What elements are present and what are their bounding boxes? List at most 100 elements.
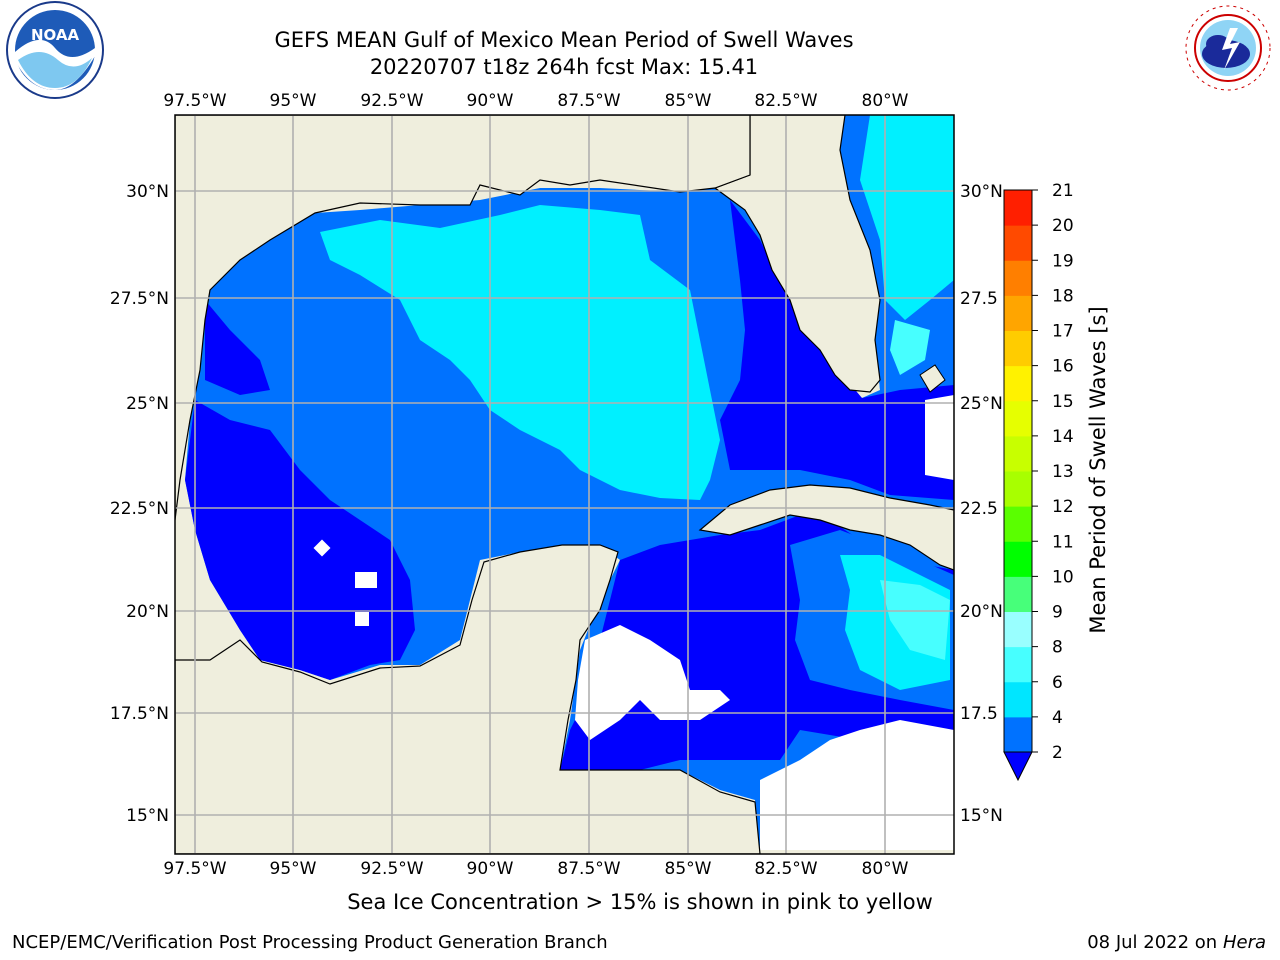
atlantic-light [890,320,930,375]
colorbar-segment [1004,190,1032,226]
gulf-water-deep-west [185,400,415,680]
lat-label-left: 20°N [126,602,169,622]
colorbar-segment [1004,260,1032,296]
nodata-bahamas [925,395,954,480]
map-gridlines [175,115,954,854]
lon-label-bottom: 90°W [467,859,514,879]
lon-label-top: 97.5°W [163,91,226,111]
lat-label-left: 17.5°N [110,704,169,724]
nodata-spot-3 [313,539,331,557]
colorbar-tick-label: 16 [1052,357,1074,377]
lon-label-top: 82.5°W [754,91,817,111]
land-cuba [698,484,954,571]
lat-label-left: 27.5°N [110,289,169,309]
colorbar-segment [1004,295,1032,331]
colorbar-segment [1004,330,1032,367]
colorbar-segment [1004,225,1032,261]
lat-label-right: 22.5 [960,499,998,519]
lon-label-bottom: 95°W [270,859,317,879]
gulf-water-deep-nw [205,300,270,395]
gulf-water-deep-east [720,200,954,500]
colorbar-tick-label: 21 [1052,181,1074,201]
footer-credit: NCEP/EMC/Verification Post Processing Pr… [12,932,608,953]
lon-label-bottom: 87.5°W [557,859,620,879]
colorbar-tick-label: 2 [1052,743,1063,763]
colorbar-tick-label: 6 [1052,673,1063,693]
lat-label-right: 27.5 [960,289,998,309]
lat-label-left: 25°N [126,394,169,414]
svg-text:NOAA: NOAA [31,26,80,44]
map-title: GEFS MEAN Gulf of Mexico Mean Period of … [274,28,854,52]
colorbar-segment [1004,471,1032,507]
colorbar-tick-label: 20 [1052,216,1074,236]
lon-label-top: 95°W [270,91,317,111]
lon-label-top: 85°W [665,91,712,111]
lat-label-right: 30°N [960,182,1003,202]
colorbar-tick-label: 12 [1052,497,1074,517]
lat-label-right: 20°N [960,602,1003,622]
lon-label-top: 92.5°W [360,91,423,111]
lat-label-right: 25°N [960,394,1003,414]
lon-label-bottom: 85°W [665,859,712,879]
colorbar-tick-label: 14 [1052,427,1074,447]
lat-labels-right: 30°N 27.5 25°N 22.5 20°N 17.5 15°N [960,182,1003,826]
colorbar: 2 4 6 8 9 10 11 12 13 14 15 16 17 18 19 20 21 [1003,181,1074,782]
gulf-water-cyan [320,205,720,500]
colorbar-tick-label: 8 [1052,638,1063,658]
footer-host: Hera [1222,932,1266,953]
caribbean-light [880,580,950,660]
lon-labels-bottom: 97.5°W 95°W 92.5°W 90°W 87.5°W 85°W 82.5… [163,859,908,879]
lon-label-top: 87.5°W [557,91,620,111]
lon-label-bottom: 97.5°W [163,859,226,879]
colorbar-segment [1004,646,1032,683]
map-frame [174,114,955,855]
colorbar-tick-label: 4 [1052,708,1063,728]
map-subtitle-forecast: 20220707 t18z 264h fcst Max: 15.41 [369,55,759,79]
nodata-spot-2 [355,612,369,626]
atlantic-cyan [860,115,954,320]
lat-label-left: 15°N [126,806,169,826]
colorbar-tick-label: 19 [1052,251,1074,271]
colorbar-tick-label: 10 [1052,567,1074,587]
land-bahamas [919,364,946,393]
footer-date-text: 08 Jul 2022 on [1087,932,1223,953]
colorbar-tick-label: 18 [1052,286,1074,306]
lon-label-bottom: 80°W [862,859,909,879]
land-florida [713,115,881,393]
lon-label-bottom: 82.5°W [754,859,817,879]
nodata-caribbean-se [760,720,954,850]
nodata-yucatan-channel [575,625,730,740]
footer-date: 08 Jul 2022 on Hera [1087,932,1266,953]
lon-label-top: 80°W [862,91,909,111]
lat-label-right: 15°N [960,806,1003,826]
lon-label-bottom: 92.5°W [360,859,423,879]
colorbar-segment [1004,716,1032,753]
colorbar-segment [1004,506,1032,542]
colorbar-segment [1004,611,1032,648]
colorbar-segment [1004,541,1032,577]
colorbar-segment [1004,681,1032,718]
land-mexico [175,544,761,854]
colorbar-tick-label: 13 [1052,462,1074,482]
colorbar-tick-label: 9 [1052,603,1063,623]
lat-label-right: 17.5 [960,704,998,724]
lon-labels-top: 97.5°W 95°W 92.5°W 90°W 87.5°W 85°W 82.5… [163,91,908,111]
colorbar-tick-label: 15 [1052,392,1074,412]
colorbar-segment [1004,365,1032,402]
colorbar-segment [1004,435,1032,472]
colorbar-extend-triangle [1003,751,1033,782]
lon-label-top: 90°W [467,91,514,111]
colorbar-tick-label: 17 [1052,322,1074,342]
nodata-spot [355,572,377,588]
lat-label-left: 30°N [126,182,169,202]
lat-label-left: 22.5°N [110,499,169,519]
colorbar-segment [1004,576,1032,612]
colorbar-segment [1004,400,1032,437]
map-area [175,115,954,854]
lat-labels-left: 30°N 27.5°N 25°N 22.5°N 20°N 17.5°N 15°N [110,182,169,826]
colorbar-label: Mean Period of Swell Waves [s] [1086,306,1110,633]
colorbar-tick-label: 11 [1052,532,1074,552]
sea-ice-note: Sea Ice Concentration > 15% is shown in … [347,890,933,914]
nws-logo [1182,2,1274,94]
